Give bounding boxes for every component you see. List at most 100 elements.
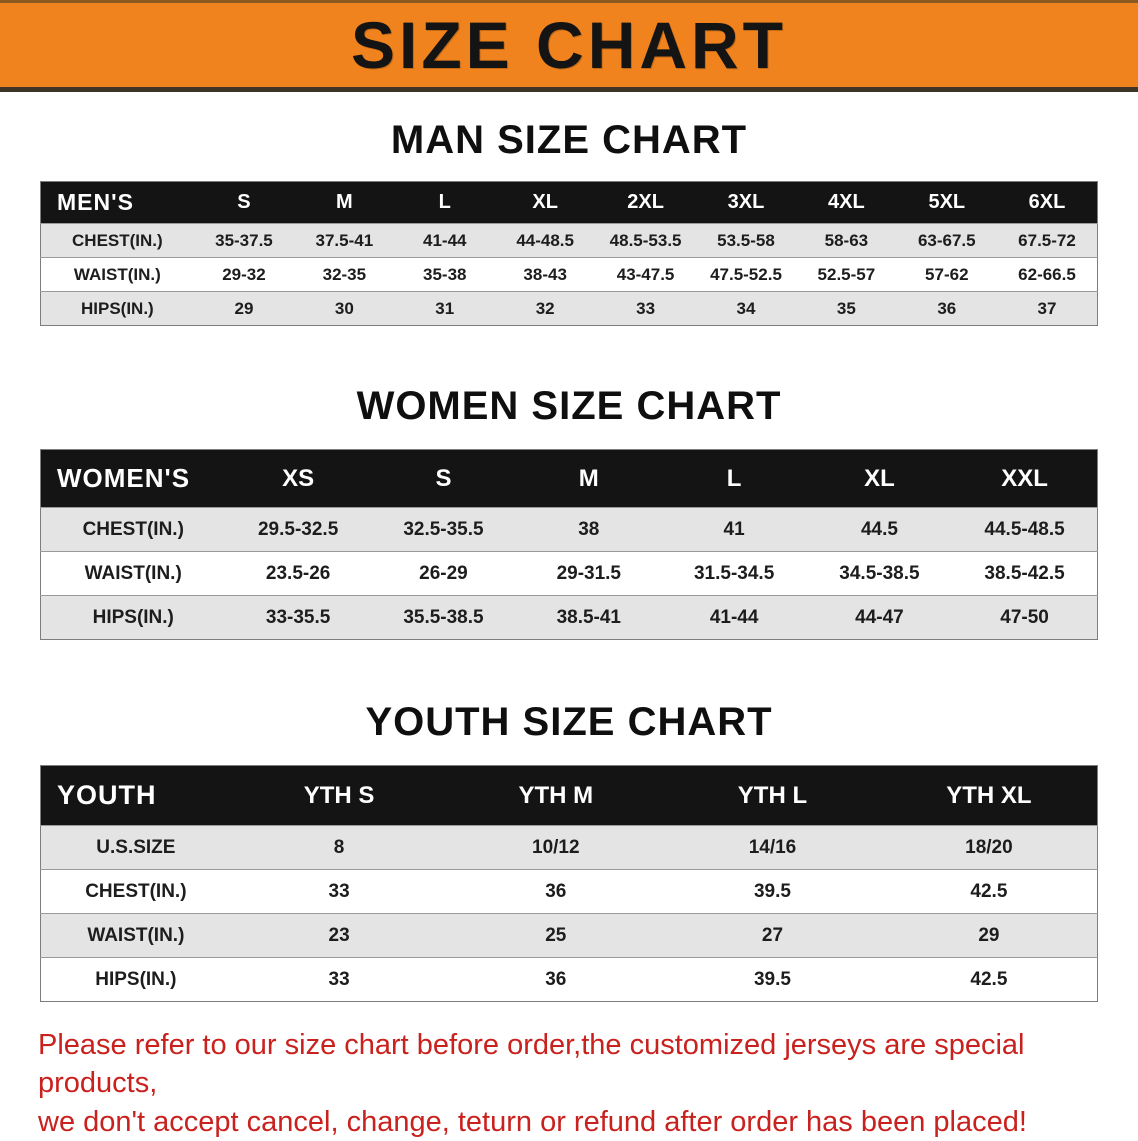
table-header-label: YOUTH	[40, 765, 231, 826]
size-value-cell: 48.5-53.5	[609, 230, 682, 250]
size-value-cell: 67.5-72	[1018, 230, 1076, 250]
size-value-cell: 29	[978, 924, 1000, 946]
women-section: WOMEN SIZE CHART WOMEN'S XS S M L XL XXL CHEST(…	[0, 384, 1138, 640]
size-value-cell: 33-35.5	[265, 606, 331, 628]
size-value-cell: 34	[736, 298, 756, 318]
row-label: HIPS(IN.)	[81, 298, 154, 318]
size-value-cell: 42.5	[970, 880, 1008, 902]
men-section-title: MAN SIZE CHART	[390, 118, 748, 162]
size-value-cell: 31.5-34.5	[693, 562, 775, 584]
column-header: XL	[806, 449, 953, 508]
row-label: U.S.SIZE	[96, 836, 176, 858]
women-size-table: WOMEN'S XS S M L XL XXL CHEST(IN.) 29.5-32.5 32.5…	[40, 449, 1098, 640]
size-value-cell: 44-47	[855, 606, 904, 628]
size-value-cell: 32-35	[322, 264, 367, 284]
size-value-cell: 38.5-41	[556, 606, 622, 628]
row-label: HIPS(IN.)	[95, 968, 177, 990]
row-label: WAIST(IN.)	[84, 562, 182, 584]
size-value-cell: 44.5	[860, 518, 898, 540]
size-value-cell: 23.5-26	[265, 562, 331, 584]
size-value-cell: 35.5-38.5	[403, 606, 484, 628]
size-value-cell: 33	[328, 880, 350, 902]
size-value-cell: 35-37.5	[215, 230, 273, 250]
size-chart-banner: SIZE CHART	[0, 0, 1138, 92]
size-value-cell: 33	[328, 968, 350, 990]
size-value-cell: 23	[328, 924, 350, 946]
size-value-cell: 29-31.5	[556, 562, 622, 584]
size-value-cell: 26-29	[419, 562, 468, 584]
banner-title: SIZE CHART	[351, 8, 787, 82]
column-header: L	[394, 181, 495, 224]
size-value-cell: 36	[545, 880, 567, 902]
table-row: WAIST(IN.) 23 25 27 29	[40, 913, 1098, 958]
youth-section-title: YOUTH SIZE CHART	[365, 700, 773, 744]
column-header: 4XL	[796, 181, 897, 224]
table-row: CHEST(IN.) 33 36 39.5 42.5	[40, 869, 1098, 914]
size-value-cell: 62-66.5	[1018, 264, 1076, 284]
size-value-cell: 42.5	[970, 968, 1008, 990]
column-header: YTH S	[230, 765, 448, 826]
column-header: S	[370, 449, 517, 508]
youth-section: YOUTH SIZE CHART YOUTH YTH S YTH M YTH L YTH…	[0, 700, 1138, 1002]
size-value-cell: 57-62	[925, 264, 969, 284]
table-header-row: YOUTH YTH S YTH M YTH L YTH XL	[40, 765, 1098, 826]
column-header: XXL	[952, 449, 1098, 508]
row-label: WAIST(IN.)	[87, 924, 185, 946]
size-value-cell: 63-67.5	[917, 230, 976, 250]
men-size-table: MEN'S S M L XL 2XL 3XL 4XL 5XL 6XL CHEST(IN.) 35-37…	[40, 181, 1098, 326]
row-label: HIPS(IN.)	[92, 606, 174, 628]
size-value-cell: 47-50	[1000, 606, 1049, 628]
column-header: 2XL	[595, 181, 696, 224]
size-value-cell: 47.5-52.5	[710, 264, 782, 284]
size-value-cell: 29-32	[222, 264, 266, 284]
size-value-cell: 33	[636, 298, 656, 318]
disclaimer-line-2: we don't accept cancel, change, teturn o…	[38, 1105, 1027, 1138]
size-value-cell: 29.5-32.5	[257, 518, 339, 540]
table-header-label: MEN'S	[40, 181, 194, 224]
table-row: HIPS(IN.) 33-35.5 35.5-38.5 38.5-41 41-44 44-…	[40, 595, 1098, 640]
men-section: MAN SIZE CHART MEN'S S M L XL 2XL 3XL 4XL 5XL 6XL…	[0, 118, 1138, 326]
size-value-cell: 31	[435, 298, 455, 318]
size-value-cell: 39.5	[753, 968, 791, 990]
table-row: HIPS(IN.) 33 36 39.5 42.5	[40, 957, 1098, 1002]
column-header: L	[661, 449, 807, 508]
size-value-cell: 38-43	[523, 264, 567, 284]
size-value-cell: 36	[545, 968, 567, 990]
size-value-cell: 25	[545, 924, 567, 946]
size-value-cell: 53.5-58	[717, 230, 775, 250]
size-value-cell: 44.5-48.5	[984, 518, 1065, 540]
size-value-cell: 30	[334, 298, 354, 318]
size-value-cell: 37	[1037, 298, 1057, 318]
size-value-cell: 18/20	[965, 836, 1013, 858]
table-row: U.S.SIZE 8 10/12 14/16 18/20	[40, 825, 1098, 870]
column-header: 5XL	[896, 181, 997, 224]
row-label: CHEST(IN.)	[82, 518, 184, 540]
size-value-cell: 10/12	[532, 836, 580, 858]
youth-size-table: YOUTH YTH S YTH M YTH L YTH XL U.S.SIZE 8 10/12…	[40, 765, 1098, 1002]
size-value-cell: 37.5-41	[315, 230, 374, 250]
size-value-cell: 41-44	[423, 230, 467, 250]
table-row: CHEST(IN.) 29.5-32.5 32.5-35.5 38 41 44.5 44.5…	[40, 507, 1098, 552]
size-value-cell: 8	[333, 836, 345, 858]
column-header: YTH L	[664, 765, 881, 826]
size-value-cell: 58-63	[824, 230, 869, 250]
size-value-cell: 32.5-35.5	[403, 518, 484, 540]
size-value-cell: 32	[535, 298, 555, 318]
size-value-cell: 36	[937, 298, 957, 318]
column-header: S	[193, 181, 295, 224]
table-row: HIPS(IN.) 29 30 31 32 33 34 35 36 37	[40, 291, 1098, 326]
column-header: YTH M	[447, 765, 665, 826]
row-label: CHEST(IN.)	[72, 230, 163, 250]
column-header: 6XL	[997, 181, 1098, 224]
size-value-cell: 29	[234, 298, 254, 318]
size-value-cell: 43-47.5	[616, 264, 675, 284]
size-value-cell: 38	[578, 518, 600, 540]
column-header: M	[516, 449, 662, 508]
size-value-cell: 35	[836, 298, 856, 318]
disclaimer-line-1: Please refer to our size chart before or…	[38, 1029, 1025, 1100]
table-header-label: WOMEN'S	[40, 449, 226, 508]
table-row: WAIST(IN.) 29-32 32-35 35-38 38-43 43-47.5 47.…	[40, 257, 1098, 292]
table-row: WAIST(IN.) 23.5-26 26-29 29-31.5 31.5-34.5 34…	[40, 551, 1098, 596]
table-header-row: WOMEN'S XS S M L XL XXL	[40, 449, 1098, 508]
size-value-cell: 35-38	[423, 264, 467, 284]
